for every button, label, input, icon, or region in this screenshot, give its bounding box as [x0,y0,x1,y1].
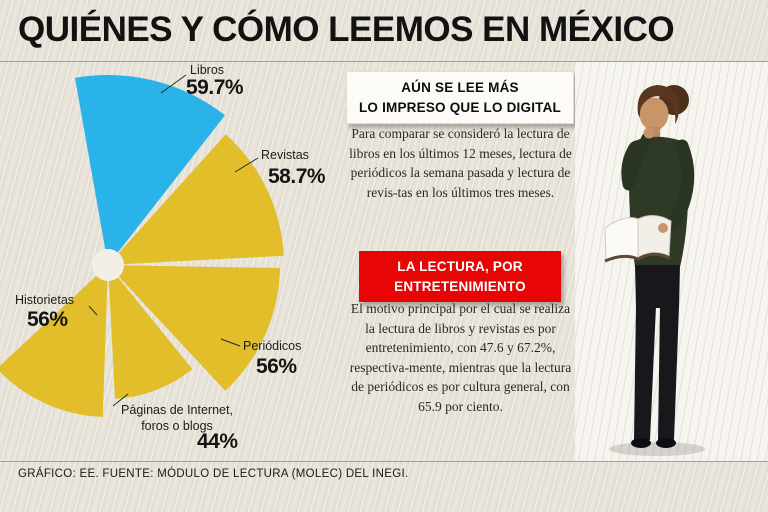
chart-value-periodicos: 56% [256,355,297,378]
left-shoe [631,438,651,448]
book-left-page [604,217,639,261]
chart-value-libros: 59.7% [186,76,244,99]
book-right-page [637,215,672,259]
callout-print-vs-digital: AÚN SE LEE MÁS LO IMPRESO QUE LO DIGITAL [346,71,574,125]
source-credit: GRÁFICO: EE. FUENTE: MÓDULO DE LECTURA (… [18,468,409,480]
page-title: QUIÉNES Y CÓMO LEEMOS EN MÉXICO [18,10,675,49]
hand-on-book [658,223,668,233]
pants-right-leg [658,306,679,440]
callout-reading-entertainment: LA LECTURA, POR ENTRETENIMIENTO [359,251,561,303]
reading-fan-chart: Libros 59.7% Revistas 58.7% Historietas … [0,62,348,461]
neck [649,127,660,137]
paragraph-methodology: Para comparar se consideró la lectura de… [349,126,572,200]
wedge-periodicos [108,265,280,391]
pants-hips [635,265,680,308]
arm-holding-book [658,139,695,235]
title-separator [0,61,768,62]
chart-label-libros: Libros [190,63,225,77]
wedge-paginas-de-internet-foros-o-blogs [108,265,193,399]
chart-label-historietas: Historietas [15,293,75,307]
callout-line: AÚN SE LEE MÁS [401,80,519,95]
chart-overlays [88,74,259,407]
paragraph-motives: El motivo principal por el cual se reali… [349,301,572,414]
wedge-libros [75,75,225,266]
footer-separator [0,461,768,462]
chart-label-paginas-internet: Páginas de Internet, foros o blogs [121,403,233,433]
chart-label-periodicos: Periódicos [243,339,302,353]
chart-value-revistas: 58.7% [268,165,326,188]
pants-left-leg [634,306,656,440]
photo-panel [575,62,768,461]
wedge-revistas [108,134,284,265]
chart-value-historietas: 56% [27,308,68,331]
wedge-historietas [0,265,108,417]
chart-label-revistas: Revistas [261,148,309,162]
leader-line-revistas [234,157,259,173]
fan-chart-svg [0,74,284,417]
right-shoe [656,438,676,448]
leader-line-historietas [88,305,98,316]
chart-center-hole [92,249,124,281]
leader-line-periodicos [220,338,241,347]
hand-at-chin [643,127,655,139]
chart-value-paginas-internet: 44% [197,430,238,453]
hair [637,85,679,124]
callout-line: LO IMPRESO QUE LO DIGITAL [358,99,561,115]
callout-line: LA LECTURA, POR [397,259,523,274]
callout-line: ENTRETENIMIENTO [394,278,526,294]
book-cover [604,252,671,263]
face [639,97,669,131]
leader-line-libros [160,74,187,94]
leader-line-paginas [112,393,129,407]
forearm-to-chin [623,132,653,190]
woman-reading-photo [604,85,705,456]
